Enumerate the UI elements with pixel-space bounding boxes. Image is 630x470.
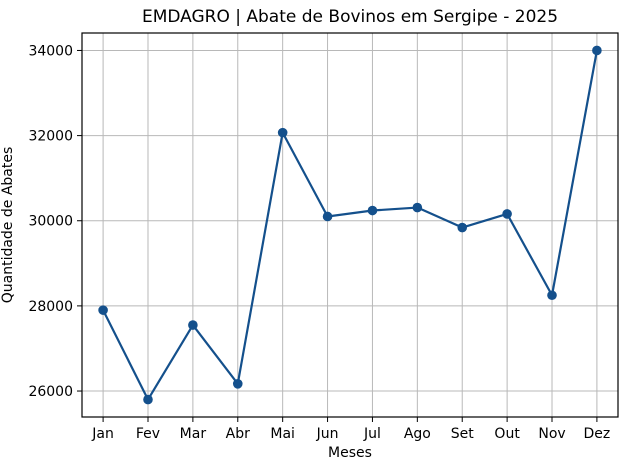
data-point-dez [592, 45, 602, 56]
x-tick-label: Mai [270, 426, 295, 442]
data-point-jun [322, 211, 333, 222]
chart-title: EMDAGRO | Abate de Bovinos em Sergipe - … [141, 7, 559, 27]
data-point-jul [367, 205, 378, 216]
axes-border [81, 32, 619, 418]
x-tick-label: Jan [91, 426, 114, 442]
x-tick-label: Fev [136, 426, 160, 442]
x-tick-label: Nov [538, 426, 565, 442]
data-point-set [457, 222, 468, 233]
data-point-nov [547, 290, 557, 301]
y-tick-label: 28000 [28, 299, 73, 315]
x-tick-label: Jun [316, 426, 339, 442]
y-tick-label: 26000 [28, 384, 73, 400]
x-axis-label: Meses [328, 445, 372, 461]
y-tick-label: 34000 [28, 43, 73, 59]
x-tick-label: Ago [404, 426, 431, 442]
y-tick-label: 32000 [28, 129, 73, 145]
data-point-abr [232, 378, 243, 389]
data-point-ago [412, 202, 423, 213]
data-point-mar [188, 320, 198, 330]
x-tick-label: Mar [180, 426, 207, 442]
data-point-out [502, 209, 512, 219]
y-tick-label: 30000 [28, 214, 73, 230]
x-tick-label: Jul [363, 426, 381, 442]
data-point-mai [277, 127, 288, 138]
x-tick-label: Abr [226, 426, 250, 442]
x-tick-label: Out [494, 426, 520, 442]
x-tick-label: Dez [584, 426, 611, 442]
data-line [101, 49, 599, 401]
data-point-fev [143, 394, 153, 405]
x-tick-label: Set [451, 426, 475, 442]
data-point-jan [98, 305, 108, 315]
